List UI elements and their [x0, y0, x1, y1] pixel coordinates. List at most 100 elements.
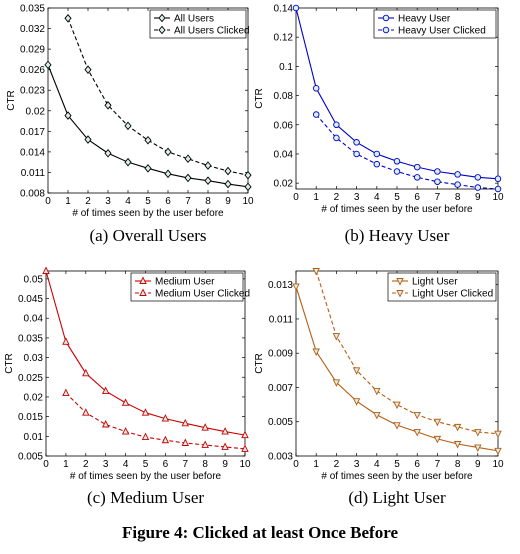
y-tick-label: 0.011 [269, 314, 294, 325]
series-1 [44, 60, 252, 192]
data-point [224, 179, 232, 189]
data-point [42, 266, 50, 274]
y-tick-label: 0.04 [24, 314, 44, 325]
y-tick-label: 0.04 [274, 149, 294, 160]
y-tick-label: 0.12 [274, 33, 294, 44]
x-tick-label: 4 [374, 192, 380, 203]
data-point [44, 60, 52, 70]
data-point [312, 85, 320, 92]
x-tick-label: 9 [475, 192, 481, 203]
series-2 [312, 268, 502, 439]
x-tick-label: 7 [435, 459, 441, 470]
y-tick-label: 0.02 [24, 392, 44, 403]
y-tick-label: 0.032 [20, 24, 45, 35]
data-point [353, 139, 360, 146]
legend-box [149, 9, 247, 39]
y-tick-label: 0.02 [26, 106, 46, 117]
x-tick-label: 8 [455, 459, 461, 470]
x-tick-label: 4 [123, 459, 129, 470]
data-point [164, 169, 172, 179]
x-tick-label: 1 [65, 196, 71, 207]
data-point [144, 164, 152, 173]
chart-panel-2: 0 1 2 3 4 5 6 7 8 9 10 0.02 0.04 0.06 0.08 0.1 0.12 0.14 #… [254, 4, 504, 246]
x-tick-label: 9 [475, 459, 481, 470]
data-point [241, 444, 249, 452]
data-point [312, 111, 320, 118]
data-point [244, 182, 252, 192]
data-point [433, 435, 442, 444]
legend-label: All Users Clicked [174, 26, 250, 37]
x-tick-label: 7 [183, 459, 189, 470]
y-tick-label: 0.035 [18, 333, 43, 344]
data-point [244, 170, 252, 180]
data-point [332, 333, 341, 341]
data-point [184, 173, 192, 183]
data-point [413, 163, 421, 171]
subfigure-caption: (a) Overall Users [89, 226, 206, 245]
data-point [104, 148, 112, 158]
x-axis-label: # of times seen by the user before [70, 471, 222, 482]
data-point [373, 160, 381, 168]
y-tick-label: 0.005 [18, 452, 43, 463]
legend-marker [382, 26, 390, 34]
data-point [454, 171, 461, 178]
y-tick-label: 0.003 [268, 452, 293, 463]
data-point [164, 147, 172, 157]
data-point [312, 268, 320, 276]
data-point [474, 184, 482, 191]
x-tick-label: 8 [455, 192, 461, 203]
data-point [84, 65, 92, 74]
data-point [161, 414, 170, 422]
series-1 [42, 266, 249, 439]
data-point [101, 386, 110, 395]
x-tick-label: 8 [202, 459, 208, 470]
x-tick-label: 5 [394, 459, 400, 470]
legend-marker [382, 14, 390, 22]
data-point [121, 427, 130, 435]
y-tick-label: 0.05 [24, 274, 44, 285]
y-tick-label: 0.029 [20, 45, 45, 56]
data-point [221, 442, 229, 450]
data-point [373, 150, 381, 158]
x-axis-label: # of times seen by the user before [321, 471, 473, 482]
data-point [413, 411, 421, 420]
series-1 [292, 283, 502, 456]
data-point [224, 166, 232, 176]
y-axis-label: CTR [6, 90, 17, 111]
data-point [201, 440, 209, 448]
legend-label: Light User [412, 277, 458, 288]
legend-marker [396, 290, 404, 298]
x-tick-label: 0 [43, 459, 49, 470]
y-tick-label: 0.023 [20, 86, 45, 97]
x-tick-label: 5 [394, 192, 400, 203]
x-tick-label: 3 [354, 192, 360, 203]
data-point [101, 420, 110, 428]
data-point [104, 100, 112, 110]
series-1 [292, 4, 502, 183]
x-tick-label: 5 [145, 196, 151, 207]
x-tick-label: 9 [225, 196, 231, 207]
series-2 [64, 13, 252, 180]
x-tick-label: 3 [103, 459, 109, 470]
data-point [141, 432, 150, 441]
x-tick-label: 2 [334, 459, 340, 470]
x-tick-label: 4 [374, 459, 380, 470]
y-tick-label: 0.005 [268, 417, 293, 428]
y-tick-label: 0.017 [20, 127, 45, 138]
y-tick-label: 0.03 [24, 353, 44, 364]
x-tick-label: 0 [45, 196, 51, 207]
chart-panel-4: 0 1 2 3 4 5 6 7 8 9 10 0.003 0.005 0.007 0.009 0.011 0.0… [254, 268, 504, 507]
x-tick-label: 6 [414, 192, 420, 203]
y-tick-label: 0.14 [274, 4, 294, 15]
data-point [474, 174, 482, 181]
subfigure-caption: (d) Light User [348, 488, 446, 507]
data-point [161, 435, 170, 444]
data-point [292, 283, 300, 291]
data-point [434, 178, 441, 185]
data-point [82, 368, 90, 377]
data-point [494, 430, 502, 439]
